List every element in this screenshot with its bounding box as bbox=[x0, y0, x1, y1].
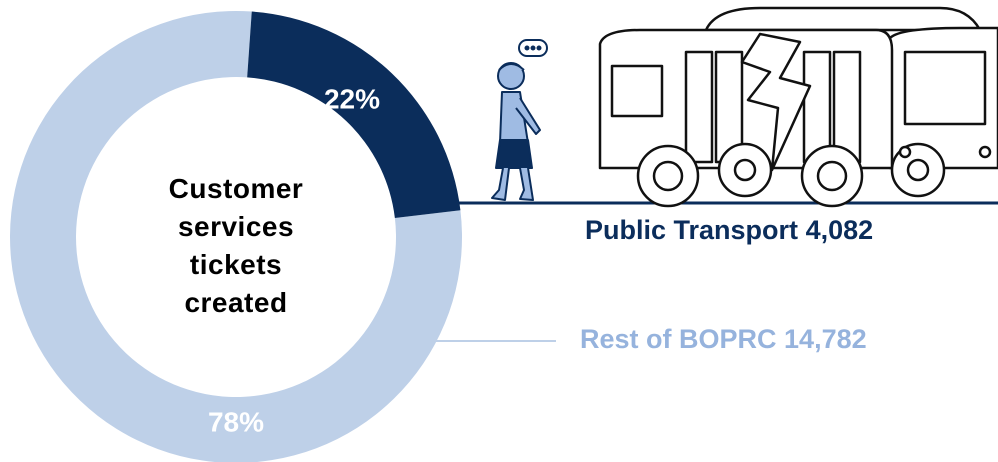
slice-label: 22% bbox=[324, 83, 380, 114]
legend-count: 14,782 bbox=[784, 324, 867, 354]
bus-illustration bbox=[598, 6, 998, 208]
legend-count: 4,082 bbox=[806, 215, 874, 245]
center-label: Customer services tickets created bbox=[168, 173, 304, 318]
person-illustration bbox=[491, 39, 548, 201]
legend-entry: Rest of BOPRC 14,782 bbox=[580, 324, 867, 354]
legend-category: Public Transport bbox=[585, 215, 798, 245]
legend-entry: Public Transport 4,082 bbox=[585, 215, 873, 245]
slice-label: 78% bbox=[208, 406, 264, 437]
donut-slice bbox=[247, 11, 461, 219]
legend-category: Rest of BOPRC bbox=[580, 324, 777, 354]
